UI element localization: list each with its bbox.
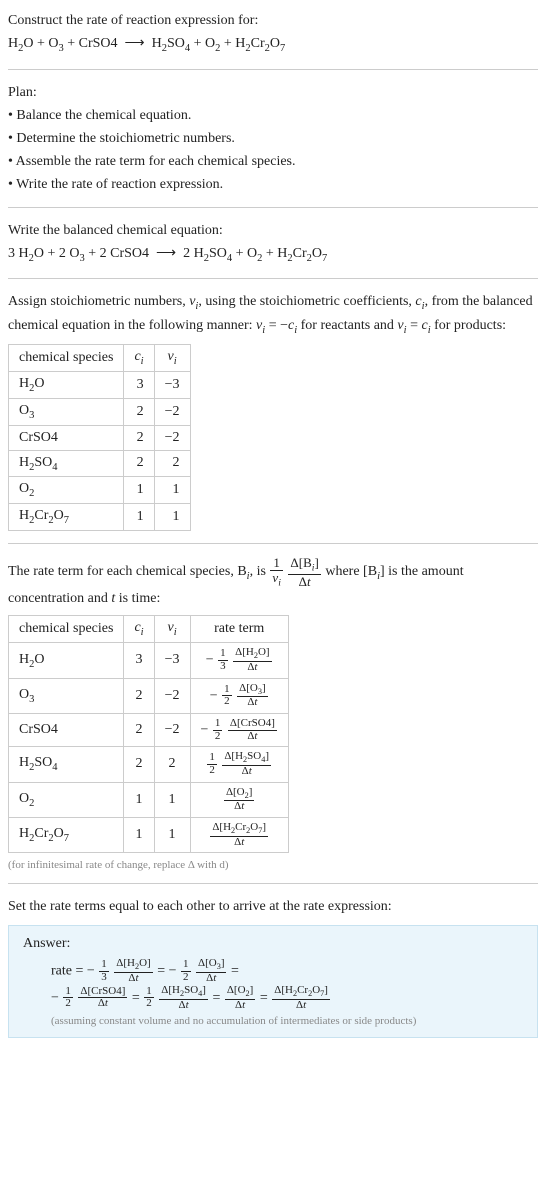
balanced-lead: Write the balanced chemical equation: xyxy=(8,220,538,241)
table-cell: O3 xyxy=(9,398,124,425)
table-cell: − 13 Δ[H2O]Δt xyxy=(190,643,288,678)
table-cell: 2 xyxy=(124,450,154,477)
table-cell: 1 xyxy=(124,504,154,531)
plan-bullet: • Determine the stoichiometric numbers. xyxy=(8,128,538,149)
table-cell: 3 xyxy=(124,643,154,678)
table-cell: − 12 Δ[O3]Δt xyxy=(190,678,288,713)
table-cell: H2SO4 xyxy=(9,747,124,782)
table-header: chemical species xyxy=(9,616,124,643)
table-header: ci xyxy=(124,616,154,643)
answer-label: Answer: xyxy=(23,936,523,952)
table-cell: 1 xyxy=(124,477,154,504)
table-row: O32−2 xyxy=(9,398,191,425)
problem-lead: Construct the rate of reaction expressio… xyxy=(8,10,538,31)
table-cell: 1 xyxy=(124,817,154,852)
table-cell: 1 xyxy=(124,782,154,817)
answer-line: rate = − 13 Δ[H2O]Δt = − 12 Δ[O3]Δt = xyxy=(51,958,523,984)
answer-box: Answer: rate = − 13 Δ[H2O]Δt = − 12 Δ[O3… xyxy=(8,925,538,1038)
rate-intro-frac2: Δ[Bi] Δt xyxy=(288,556,320,588)
table-cell: 12 Δ[H2SO4]Δt xyxy=(190,747,288,782)
table-cell: 1 xyxy=(154,477,190,504)
rate-table: chemical speciesciνirate termH2O3−3− 13 … xyxy=(8,615,289,853)
table-cell: 1 xyxy=(154,504,190,531)
table-row: CrSO42−2 xyxy=(9,425,191,450)
table-cell: 1 xyxy=(154,817,190,852)
stoich-table: chemical speciesciνiH2O3−3O32−2CrSO42−2H… xyxy=(8,344,191,531)
table-header: νi xyxy=(154,345,190,372)
table-row: H2SO422 xyxy=(9,450,191,477)
set-equal-text: Set the rate terms equal to each other t… xyxy=(8,896,538,917)
table-cell: 2 xyxy=(124,425,154,450)
table-cell: Δ[O2]Δt xyxy=(190,782,288,817)
plan-bullets: • Balance the chemical equation.• Determ… xyxy=(8,105,538,195)
balanced-equation: 3 H2O + 2 O3 + 2 CrSO4 ⟶ 2 H2SO4 + O2 + … xyxy=(8,243,538,267)
table-cell: H2O xyxy=(9,643,124,678)
table-cell: H2O xyxy=(9,371,124,398)
table-cell: 2 xyxy=(124,747,154,782)
rate-intro-frac1: 1 νi xyxy=(270,556,283,588)
table-row: O211 xyxy=(9,477,191,504)
plan-bullet: • Balance the chemical equation. xyxy=(8,105,538,126)
table-cell: O3 xyxy=(9,678,124,713)
table-cell: 2 xyxy=(124,398,154,425)
table-cell: 2 xyxy=(154,747,190,782)
table-cell: 2 xyxy=(154,450,190,477)
problem-section: Construct the rate of reaction expressio… xyxy=(8,10,538,57)
table-row: H2O3−3 xyxy=(9,371,191,398)
plan-bullet: • Assemble the rate term for each chemic… xyxy=(8,151,538,172)
table-cell: −2 xyxy=(154,398,190,425)
table-cell: −3 xyxy=(154,371,190,398)
table-cell: 3 xyxy=(124,371,154,398)
answer-line: − 12 Δ[CrSO4]Δt = 12 Δ[H2SO4]Δt = Δ[O2]Δ… xyxy=(51,985,523,1011)
divider xyxy=(8,278,538,279)
table-cell: 2 xyxy=(124,714,154,747)
table-cell: CrSO4 xyxy=(9,714,124,747)
table-cell: CrSO4 xyxy=(9,425,124,450)
table-header: rate term xyxy=(190,616,288,643)
table-cell: 1 xyxy=(154,782,190,817)
table-cell: H2Cr2O7 xyxy=(9,817,124,852)
table-header: νi xyxy=(154,616,190,643)
table-cell: −2 xyxy=(154,714,190,747)
answer-equation: rate = − 13 Δ[H2O]Δt = − 12 Δ[O3]Δt = − … xyxy=(51,958,523,1011)
table-row: CrSO42−2− 12 Δ[CrSO4]Δt xyxy=(9,714,289,747)
rate-intro: The rate term for each chemical species,… xyxy=(8,556,538,609)
rate-intro-lead: The rate term for each chemical species,… xyxy=(8,564,269,579)
table-cell: −3 xyxy=(154,643,190,678)
problem-equation: H2O + O3 + CrSO4 ⟶ H2SO4 + O2 + H2Cr2O7 xyxy=(8,33,538,57)
plan-bullet: • Write the rate of reaction expression. xyxy=(8,174,538,195)
table-header: chemical species xyxy=(9,345,124,372)
set-equal-section: Set the rate terms equal to each other t… xyxy=(8,896,538,917)
table-header: ci xyxy=(124,345,154,372)
rate-section: The rate term for each chemical species,… xyxy=(8,556,538,871)
answer-assumption: (assuming constant volume and no accumul… xyxy=(51,1015,523,1027)
table-cell: Δ[H2Cr2O7]Δt xyxy=(190,817,288,852)
table-row: O211Δ[O2]Δt xyxy=(9,782,289,817)
table-row: O32−2− 12 Δ[O3]Δt xyxy=(9,678,289,713)
divider xyxy=(8,883,538,884)
table-cell: H2SO4 xyxy=(9,450,124,477)
stoich-intro: Assign stoichiometric numbers, νi, using… xyxy=(8,291,538,338)
divider xyxy=(8,207,538,208)
table-row: H2Cr2O711Δ[H2Cr2O7]Δt xyxy=(9,817,289,852)
plan-heading: Plan: xyxy=(8,82,538,103)
table-cell: 2 xyxy=(124,678,154,713)
table-cell: H2Cr2O7 xyxy=(9,504,124,531)
table-row: H2Cr2O711 xyxy=(9,504,191,531)
table-cell: −2 xyxy=(154,425,190,450)
table-row: H2SO42212 Δ[H2SO4]Δt xyxy=(9,747,289,782)
divider xyxy=(8,543,538,544)
rate-table-note: (for infinitesimal rate of change, repla… xyxy=(8,859,538,871)
divider xyxy=(8,69,538,70)
table-row: H2O3−3− 13 Δ[H2O]Δt xyxy=(9,643,289,678)
plan-section: Plan: • Balance the chemical equation.• … xyxy=(8,82,538,195)
table-cell: O2 xyxy=(9,477,124,504)
table-cell: − 12 Δ[CrSO4]Δt xyxy=(190,714,288,747)
table-cell: O2 xyxy=(9,782,124,817)
balanced-section: Write the balanced chemical equation: 3 … xyxy=(8,220,538,267)
stoich-section: Assign stoichiometric numbers, νi, using… xyxy=(8,291,538,531)
table-cell: −2 xyxy=(154,678,190,713)
